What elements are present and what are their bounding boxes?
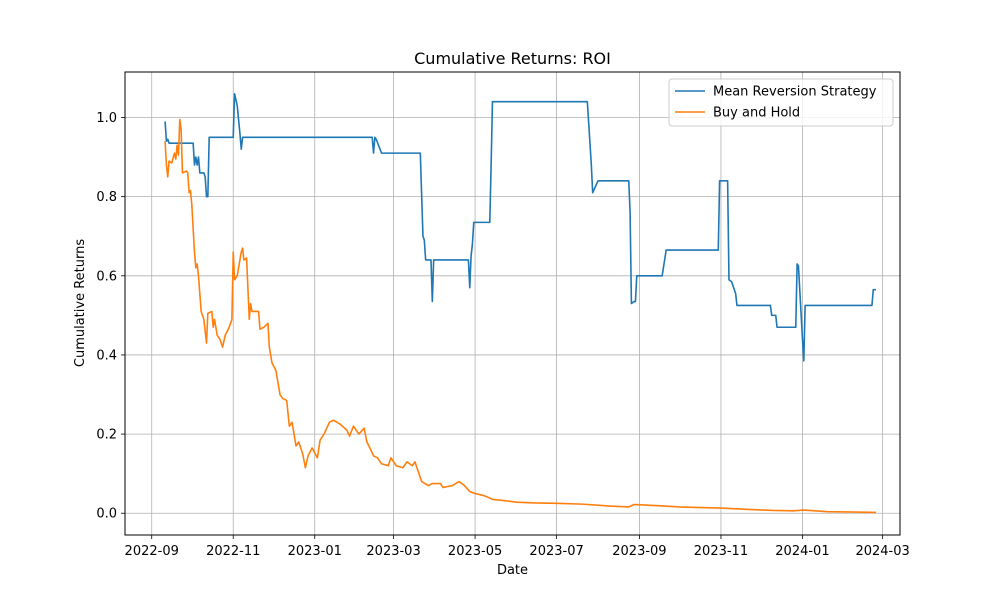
x-axis-label: Date	[497, 563, 528, 578]
x-tick-label: 2022-11	[206, 544, 260, 559]
x-tick-label: 2023-05	[448, 544, 502, 559]
x-tick-label: 2023-09	[612, 544, 666, 559]
series-line-mean-reversion-strategy	[164, 92, 876, 362]
legend-box	[668, 78, 894, 127]
y-tick-label: 0.2	[96, 428, 117, 443]
x-tick-label: 2023-07	[529, 544, 583, 559]
series-layer	[164, 92, 876, 514]
x-tick-label: 2022-09	[125, 544, 179, 559]
x-tick-label: 2024-01	[775, 544, 829, 559]
y-tick-label: 0.8	[96, 190, 117, 205]
legend: Mean Reversion Strategy Buy and Hold	[668, 78, 894, 127]
x-tick-label: 2024-03	[855, 544, 909, 559]
grid	[125, 72, 900, 535]
x-tick-label: 2023-03	[366, 544, 420, 559]
x-tick-label: 2023-11	[694, 544, 748, 559]
series-line-buy-and-hold	[164, 118, 876, 514]
ticks: 2022-09 2022-11 2023-01 2023-03 2023-05 2023-…	[96, 111, 909, 559]
y-tick-label: 0.6	[96, 269, 117, 284]
chart-title: Cumulative Returns: ROI	[414, 49, 611, 68]
legend-label: Buy and Hold	[713, 106, 800, 121]
y-tick-label: 0.4	[96, 348, 117, 363]
plot-frame	[124, 71, 901, 536]
y-axis-label: Cumulative Returns	[73, 239, 88, 367]
y-tick-label: 0.0	[96, 507, 117, 522]
x-tick-label: 2023-01	[288, 544, 342, 559]
legend-label: Mean Reversion Strategy	[713, 85, 877, 100]
y-tick-label: 1.0	[96, 111, 117, 126]
